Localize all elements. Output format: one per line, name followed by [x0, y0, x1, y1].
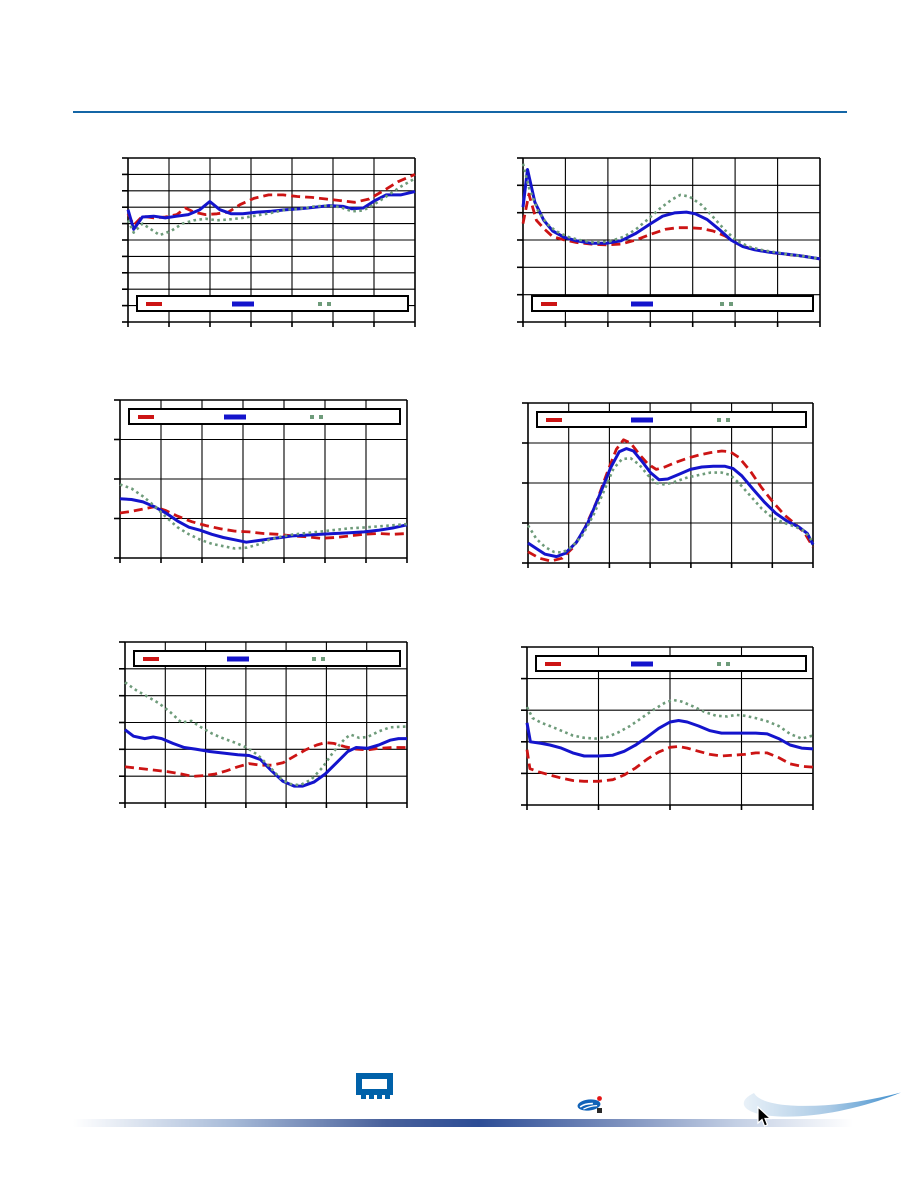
legend-blue-solid-swatch	[630, 661, 653, 666]
legend-green-dotted-swatch	[716, 661, 732, 666]
grid	[114, 399, 408, 563]
cursor-pointer-shape	[757, 1106, 773, 1127]
chart-legend	[531, 295, 814, 312]
legend-green-dotted-swatch	[719, 301, 735, 306]
chart-legend	[128, 408, 401, 425]
chip-pin	[377, 1093, 382, 1099]
series-green-dotted-line	[119, 483, 408, 550]
legend-red-dashed-swatch	[138, 414, 155, 419]
series-red-dashed-line	[119, 505, 408, 540]
swoosh-shape	[743, 1092, 901, 1117]
chart-legend	[133, 650, 401, 667]
chart-top-right	[517, 157, 821, 327]
series-green-dotted-line	[124, 681, 408, 787]
chart-middle-right	[522, 402, 815, 568]
chart-legend	[536, 411, 807, 428]
brand-logo-streak	[579, 1102, 593, 1108]
chart-legend	[535, 655, 807, 672]
legend-red-dashed-swatch	[541, 301, 558, 306]
legend-blue-solid-swatch	[232, 301, 255, 306]
series-green-dotted-line	[526, 456, 815, 554]
brand-logo-streak	[583, 1105, 598, 1110]
brand-logo-mark	[597, 1108, 602, 1113]
brand-logo-red-dot	[597, 1096, 602, 1101]
chip-pin	[369, 1093, 374, 1099]
series-green-dotted-line	[521, 163, 821, 261]
chart-middle-left	[114, 399, 408, 563]
chip-pin	[385, 1093, 390, 1099]
legend-blue-solid-swatch	[224, 414, 247, 419]
chip-pin	[361, 1093, 366, 1099]
legend-green-dotted-swatch	[311, 656, 327, 661]
chart-top-left	[122, 157, 416, 327]
legend-red-dashed-swatch	[546, 417, 562, 422]
series-blue-solid-line	[525, 719, 814, 758]
series-blue-solid-line	[126, 190, 416, 231]
chart-legend	[136, 295, 409, 312]
legend-green-dotted-swatch	[716, 417, 732, 422]
chart-plot-area	[114, 399, 408, 563]
legend-red-dashed-swatch	[146, 301, 163, 306]
chart-plot-area	[521, 646, 814, 810]
legend-red-dashed-swatch	[545, 661, 562, 666]
chip-icon	[356, 1073, 393, 1099]
legend-red-dashed-swatch	[142, 656, 159, 661]
legend-green-dotted-swatch	[318, 301, 334, 306]
header-rule	[73, 111, 847, 113]
series-red-dashed-line	[521, 192, 821, 261]
chip-body	[356, 1073, 393, 1095]
chart-plot-area	[522, 402, 815, 568]
series-blue-solid-line	[119, 497, 408, 544]
series-green-dotted-line	[525, 698, 814, 740]
grid	[119, 641, 408, 808]
brand-logo-icon	[577, 1096, 602, 1113]
series-blue-solid-line	[521, 168, 821, 261]
legend-green-dotted-swatch	[310, 414, 326, 419]
series-red-dashed-line	[527, 438, 815, 563]
legend-blue-solid-swatch	[227, 656, 250, 661]
chart-bottom-left	[119, 641, 408, 808]
footer-gradient-bar	[73, 1119, 853, 1127]
legend-blue-solid-swatch	[631, 417, 654, 422]
chart-plot-area	[119, 641, 408, 808]
chart-plot-area	[517, 157, 821, 327]
grid	[521, 646, 814, 810]
legend-blue-solid-swatch	[630, 301, 653, 306]
chart-plot-area	[122, 157, 416, 327]
chart-bottom-right	[521, 646, 814, 810]
grid	[522, 402, 814, 568]
arrow-cursor-icon	[757, 1106, 773, 1127]
brand-logo-body	[577, 1099, 601, 1111]
series-red-dashed-line	[525, 745, 814, 783]
swoosh-logo-icon	[743, 1092, 901, 1117]
